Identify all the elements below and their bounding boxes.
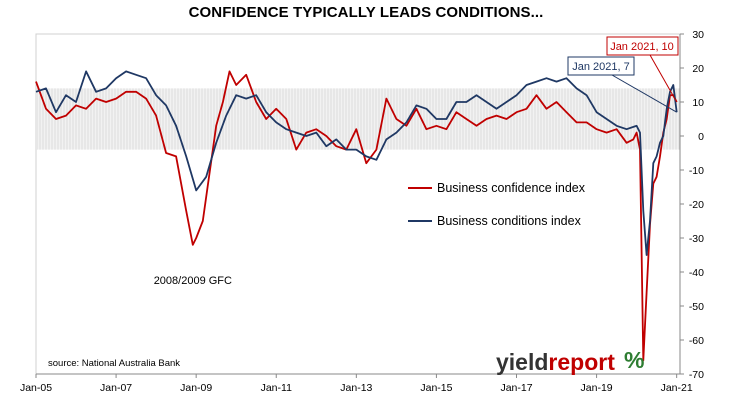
logo-text: yieldreport — [496, 349, 615, 375]
y-tick-label: 30 — [692, 29, 704, 41]
y-tick-label: 0 — [698, 131, 704, 143]
callout-confidence: Jan 2021, 10 — [606, 36, 679, 103]
legend-label-confidence: Business confidence index — [437, 181, 586, 195]
y-tick-label: -40 — [689, 267, 704, 279]
y-tick-label: -20 — [689, 199, 704, 211]
x-tick-label: Jan-11 — [261, 382, 292, 394]
series-line-confidence — [35, 70, 678, 362]
x-tick-label: Jan-15 — [420, 382, 452, 394]
y-tick-label: -60 — [689, 335, 704, 347]
x-tick-label: Jan-13 — [340, 382, 372, 394]
y-tick-label: 20 — [692, 63, 704, 75]
y-tick-label: 10 — [692, 97, 704, 109]
logo-percent-mark: % — [624, 347, 644, 373]
plot-area — [35, 33, 681, 375]
legend-label-conditions: Business conditions index — [437, 214, 582, 228]
x-tick-label: Jan-05 — [20, 382, 52, 394]
chart-title: CONFIDENCE TYPICALLY LEADS CONDITIONS... — [188, 4, 544, 21]
x-axis-ticks: Jan-05 Jan-07 Jan-09 Jan-11 Jan-13 Jan-15 Jan-… — [20, 373, 693, 394]
x-tick-label: Jan-09 — [180, 382, 212, 394]
y-axis-ticks: 30 20 10 0 -10 -20 -30 -40 -50 -60 -70 — [679, 29, 704, 381]
y-tick-label: -30 — [689, 233, 704, 245]
legend: Business confidence index Business condi… — [408, 181, 586, 228]
annotation-gfc: 2008/2009 GFC — [154, 275, 232, 287]
y-tick-label: -10 — [689, 165, 704, 177]
source-note: source: National Australia Bank — [48, 358, 180, 369]
callout-confidence-text: Jan 2021, 10 — [610, 41, 674, 53]
x-tick-label: Jan-19 — [581, 382, 613, 394]
shaded-band — [36, 88, 680, 150]
y-tick-label: -70 — [689, 369, 704, 381]
callout-conditions-leader — [611, 74, 677, 113]
callout-conditions-text: Jan 2021, 7 — [572, 61, 630, 73]
callout-conditions-box — [567, 56, 635, 76]
callout-confidence-leader — [649, 54, 678, 103]
callout-conditions: Jan 2021, 7 — [567, 56, 677, 113]
x-tick-label: Jan-07 — [100, 382, 132, 394]
yieldreport-logo: yieldreport % — [496, 347, 644, 375]
series-lines — [35, 70, 678, 362]
series-line-conditions — [35, 70, 678, 256]
x-tick-label: Jan-21 — [661, 382, 693, 394]
x-tick-label: Jan-17 — [500, 382, 532, 394]
y-tick-label: -50 — [689, 301, 704, 313]
callout-confidence-box — [606, 36, 679, 56]
